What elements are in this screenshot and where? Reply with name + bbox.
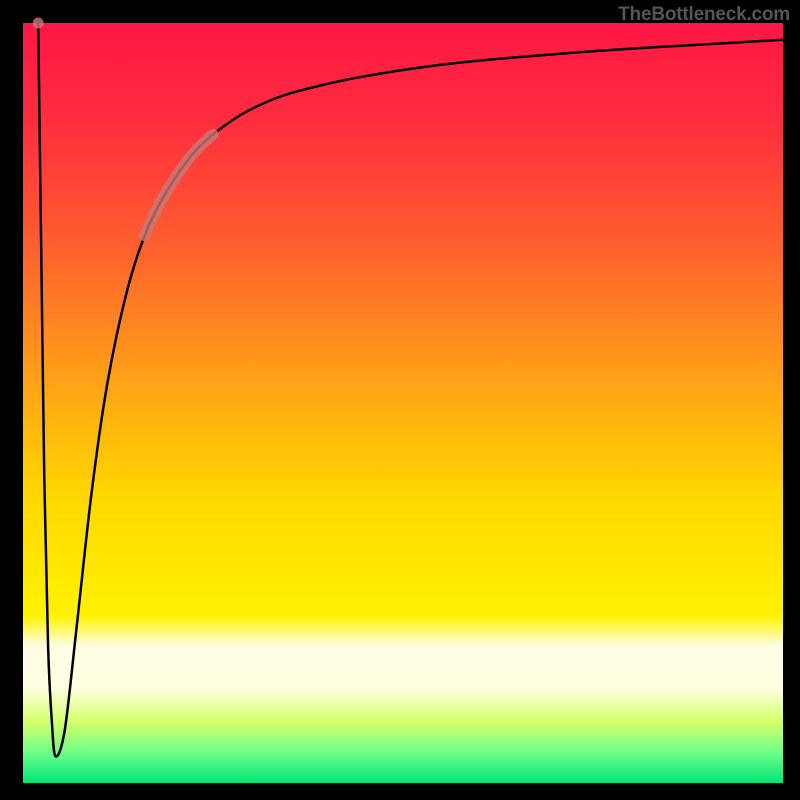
chart-container: { "attribution": "TheBottleneck.com", "c… xyxy=(0,0,800,800)
bottleneck-chart xyxy=(0,0,800,800)
attribution-label: TheBottleneck.com xyxy=(618,4,790,26)
